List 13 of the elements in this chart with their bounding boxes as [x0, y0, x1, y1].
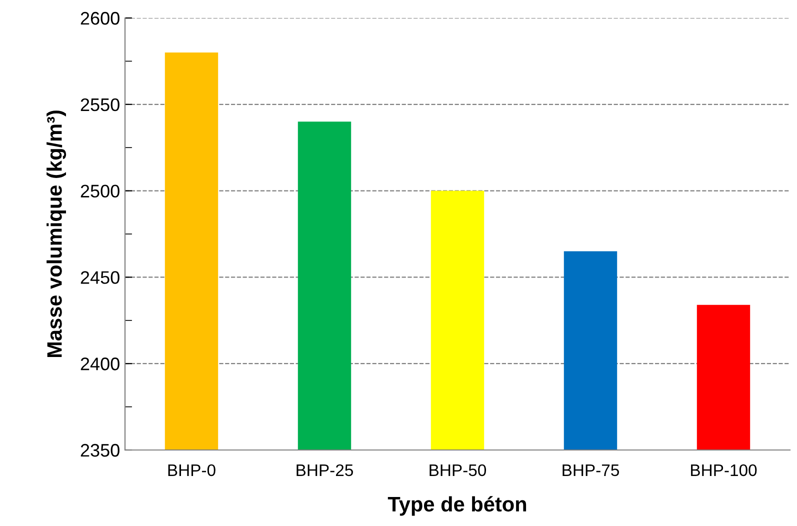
y-tick-label: 2450 — [80, 271, 120, 284]
y-tick-label: 2500 — [80, 184, 120, 198]
y-tick-label: 2600 — [80, 12, 120, 25]
x-axis-title: Type de béton — [388, 496, 526, 516]
x-tick-label: BHP-50 — [430, 464, 486, 476]
y-tick-label: 2400 — [80, 358, 120, 370]
y-axis-title: Masse volumique (kg/m³) — [46, 110, 66, 358]
x-tick-label: BHP-25 — [296, 464, 353, 476]
y-tick-label: 2550 — [80, 98, 120, 112]
y-tick-label: 2350 — [80, 444, 120, 457]
x-tick-label: BHP-100 — [691, 464, 757, 476]
x-tick-label: BHP-75 — [562, 464, 619, 476]
x-tick-label: BHP-0 — [168, 464, 216, 476]
